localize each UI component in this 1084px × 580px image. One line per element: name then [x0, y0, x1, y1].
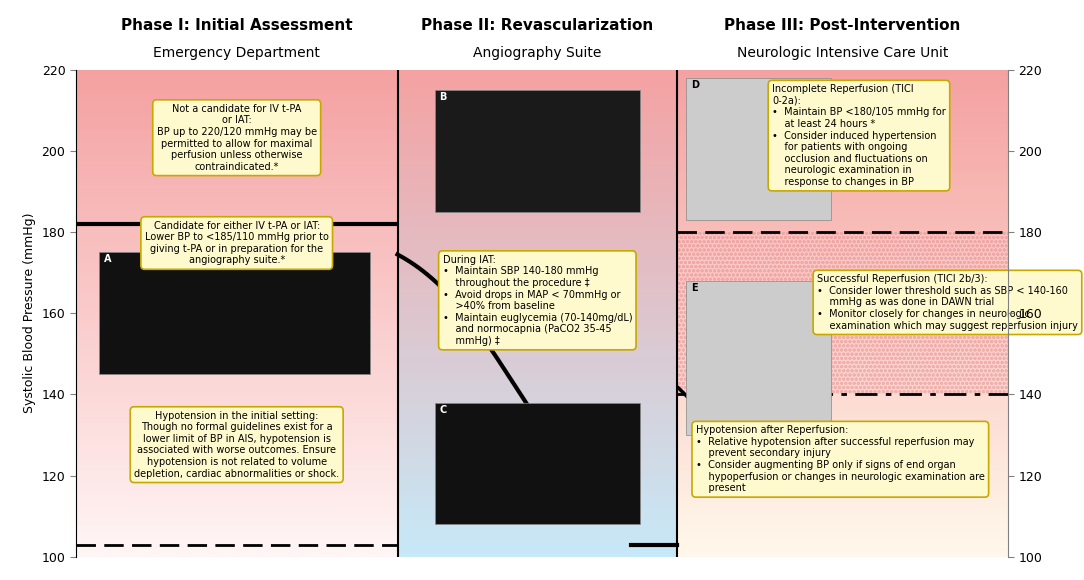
Text: Hypotension in the initial setting:
Though no formal guidelines exist for a
lowe: Hypotension in the initial setting: Thou…	[134, 411, 339, 478]
Text: C: C	[439, 404, 447, 415]
Bar	[678, 232, 1008, 394]
Text: Candidate for either IV t-PA or IAT:
Lower BP to <185/110 mmHg prior to
giving t: Candidate for either IV t-PA or IAT: Low…	[145, 220, 328, 266]
Text: Hypotension after Reperfusion:
•  Relative hypotension after successful reperfus: Hypotension after Reperfusion: • Relativ…	[696, 425, 984, 493]
Text: During IAT:
•  Maintain SBP 140-180 mmHg
    throughout the procedure ‡
•  Avoid: During IAT: • Maintain SBP 140-180 mmHg …	[442, 255, 632, 346]
Y-axis label: Systolic Blood Pressure (mmHg): Systolic Blood Pressure (mmHg)	[23, 213, 36, 414]
Text: Incomplete Reperfusion (TICI
0-2a):
•  Maintain BP <180/105 mmHg for
    at leas: Incomplete Reperfusion (TICI 0-2a): • Ma…	[772, 84, 946, 187]
Text: B: B	[439, 92, 447, 102]
Text: Successful Reperfusion (TICI 2b/3):
•  Consider lower threshold such as SBP < 14: Successful Reperfusion (TICI 2b/3): • Co…	[817, 274, 1077, 331]
Bar	[435, 403, 640, 524]
Text: Emergency Department: Emergency Department	[153, 46, 320, 60]
Bar	[435, 90, 640, 212]
Text: Neurologic Intensive Care Unit: Neurologic Intensive Care Unit	[737, 46, 948, 60]
Text: E: E	[692, 282, 698, 293]
Text: A: A	[104, 254, 112, 264]
Bar	[686, 78, 831, 220]
Text: Phase I: Initial Assessment: Phase I: Initial Assessment	[121, 18, 352, 33]
Bar	[686, 281, 831, 435]
Bar	[100, 252, 370, 374]
Text: Phase II: Revascularization: Phase II: Revascularization	[422, 18, 654, 33]
Bar	[678, 232, 1008, 394]
Text: Phase III: Post-Intervention: Phase III: Post-Intervention	[724, 18, 960, 33]
Text: Angiography Suite: Angiography Suite	[473, 46, 602, 60]
Text: Not a candidate for IV t-PA
or IAT:
BP up to 220/120 mmHg may be
permitted to al: Not a candidate for IV t-PA or IAT: BP u…	[156, 104, 317, 172]
Text: D: D	[692, 79, 699, 90]
